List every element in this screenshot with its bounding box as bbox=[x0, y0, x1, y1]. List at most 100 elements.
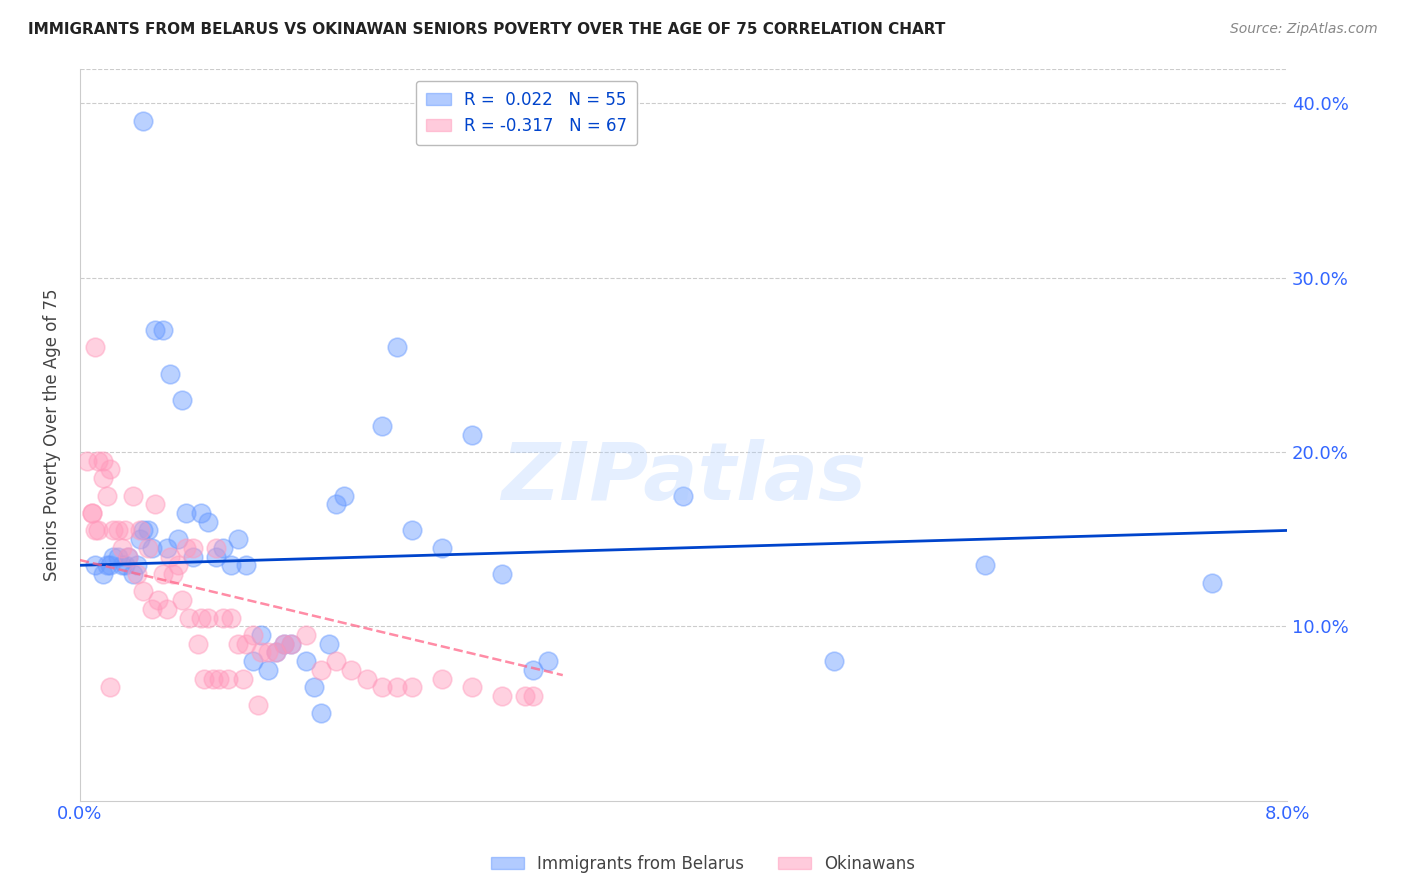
Point bbox=[148, 593, 170, 607]
Point bbox=[84, 340, 107, 354]
Point bbox=[143, 323, 166, 337]
Point bbox=[302, 681, 325, 695]
Point bbox=[84, 558, 107, 573]
Point bbox=[141, 602, 163, 616]
Point bbox=[257, 645, 280, 659]
Point bbox=[114, 524, 136, 538]
Point bbox=[385, 681, 408, 695]
Point bbox=[273, 637, 295, 651]
Point bbox=[212, 610, 235, 624]
Point bbox=[235, 558, 257, 573]
Point bbox=[98, 462, 121, 476]
Point bbox=[461, 427, 484, 442]
Point bbox=[98, 681, 121, 695]
Point bbox=[356, 672, 378, 686]
Point bbox=[401, 681, 423, 695]
Point bbox=[121, 489, 143, 503]
Point bbox=[143, 497, 166, 511]
Text: ZIPatlas: ZIPatlas bbox=[501, 440, 866, 517]
Point bbox=[152, 567, 174, 582]
Point bbox=[672, 489, 695, 503]
Point bbox=[204, 549, 226, 564]
Point bbox=[80, 506, 103, 520]
Point bbox=[91, 471, 114, 485]
Point bbox=[190, 610, 212, 624]
Point bbox=[181, 549, 204, 564]
Point bbox=[98, 558, 121, 573]
Point bbox=[132, 524, 155, 538]
Point bbox=[197, 610, 219, 624]
Point bbox=[385, 340, 408, 354]
Point bbox=[235, 637, 257, 651]
Point bbox=[370, 418, 392, 433]
Legend: Immigrants from Belarus, Okinawans: Immigrants from Belarus, Okinawans bbox=[484, 848, 922, 880]
Point bbox=[152, 323, 174, 337]
Point bbox=[76, 453, 98, 467]
Point bbox=[401, 524, 423, 538]
Point bbox=[107, 549, 129, 564]
Point bbox=[430, 672, 453, 686]
Point bbox=[226, 637, 249, 651]
Point bbox=[117, 549, 139, 564]
Point bbox=[80, 506, 103, 520]
Point bbox=[127, 558, 149, 573]
Point bbox=[264, 645, 287, 659]
Point bbox=[340, 663, 363, 677]
Point bbox=[172, 392, 194, 407]
Point bbox=[127, 567, 149, 582]
Point bbox=[172, 593, 194, 607]
Point bbox=[167, 558, 190, 573]
Point bbox=[177, 610, 200, 624]
Point bbox=[167, 532, 190, 546]
Point bbox=[136, 524, 159, 538]
Point bbox=[325, 497, 347, 511]
Point bbox=[129, 524, 152, 538]
Point bbox=[159, 367, 181, 381]
Point bbox=[217, 672, 239, 686]
Point bbox=[162, 567, 184, 582]
Point bbox=[295, 654, 318, 668]
Point bbox=[181, 541, 204, 555]
Point bbox=[91, 453, 114, 467]
Point bbox=[156, 602, 179, 616]
Point bbox=[311, 663, 333, 677]
Point bbox=[250, 628, 273, 642]
Point bbox=[246, 698, 269, 712]
Point bbox=[156, 541, 179, 555]
Point bbox=[174, 506, 197, 520]
Point bbox=[974, 558, 997, 573]
Point bbox=[333, 489, 356, 503]
Point bbox=[111, 541, 134, 555]
Point bbox=[461, 681, 484, 695]
Point bbox=[280, 637, 302, 651]
Point bbox=[325, 654, 347, 668]
Point bbox=[114, 558, 136, 573]
Point bbox=[537, 654, 560, 668]
Point bbox=[522, 689, 544, 703]
Point bbox=[273, 637, 295, 651]
Point bbox=[96, 489, 118, 503]
Point bbox=[193, 672, 215, 686]
Point bbox=[121, 567, 143, 582]
Point bbox=[159, 549, 181, 564]
Point bbox=[212, 541, 235, 555]
Point bbox=[187, 637, 209, 651]
Point bbox=[201, 672, 224, 686]
Point bbox=[132, 113, 155, 128]
Point bbox=[823, 654, 845, 668]
Point bbox=[87, 453, 110, 467]
Point bbox=[96, 558, 118, 573]
Point bbox=[91, 567, 114, 582]
Legend: R =  0.022   N = 55, R = -0.317   N = 67: R = 0.022 N = 55, R = -0.317 N = 67 bbox=[416, 80, 637, 145]
Point bbox=[513, 689, 536, 703]
Point bbox=[232, 672, 254, 686]
Point bbox=[204, 541, 226, 555]
Point bbox=[280, 637, 302, 651]
Point bbox=[132, 584, 155, 599]
Point bbox=[242, 654, 264, 668]
Text: Source: ZipAtlas.com: Source: ZipAtlas.com bbox=[1230, 22, 1378, 37]
Point bbox=[257, 663, 280, 677]
Point bbox=[250, 645, 273, 659]
Point bbox=[491, 689, 513, 703]
Point bbox=[111, 558, 134, 573]
